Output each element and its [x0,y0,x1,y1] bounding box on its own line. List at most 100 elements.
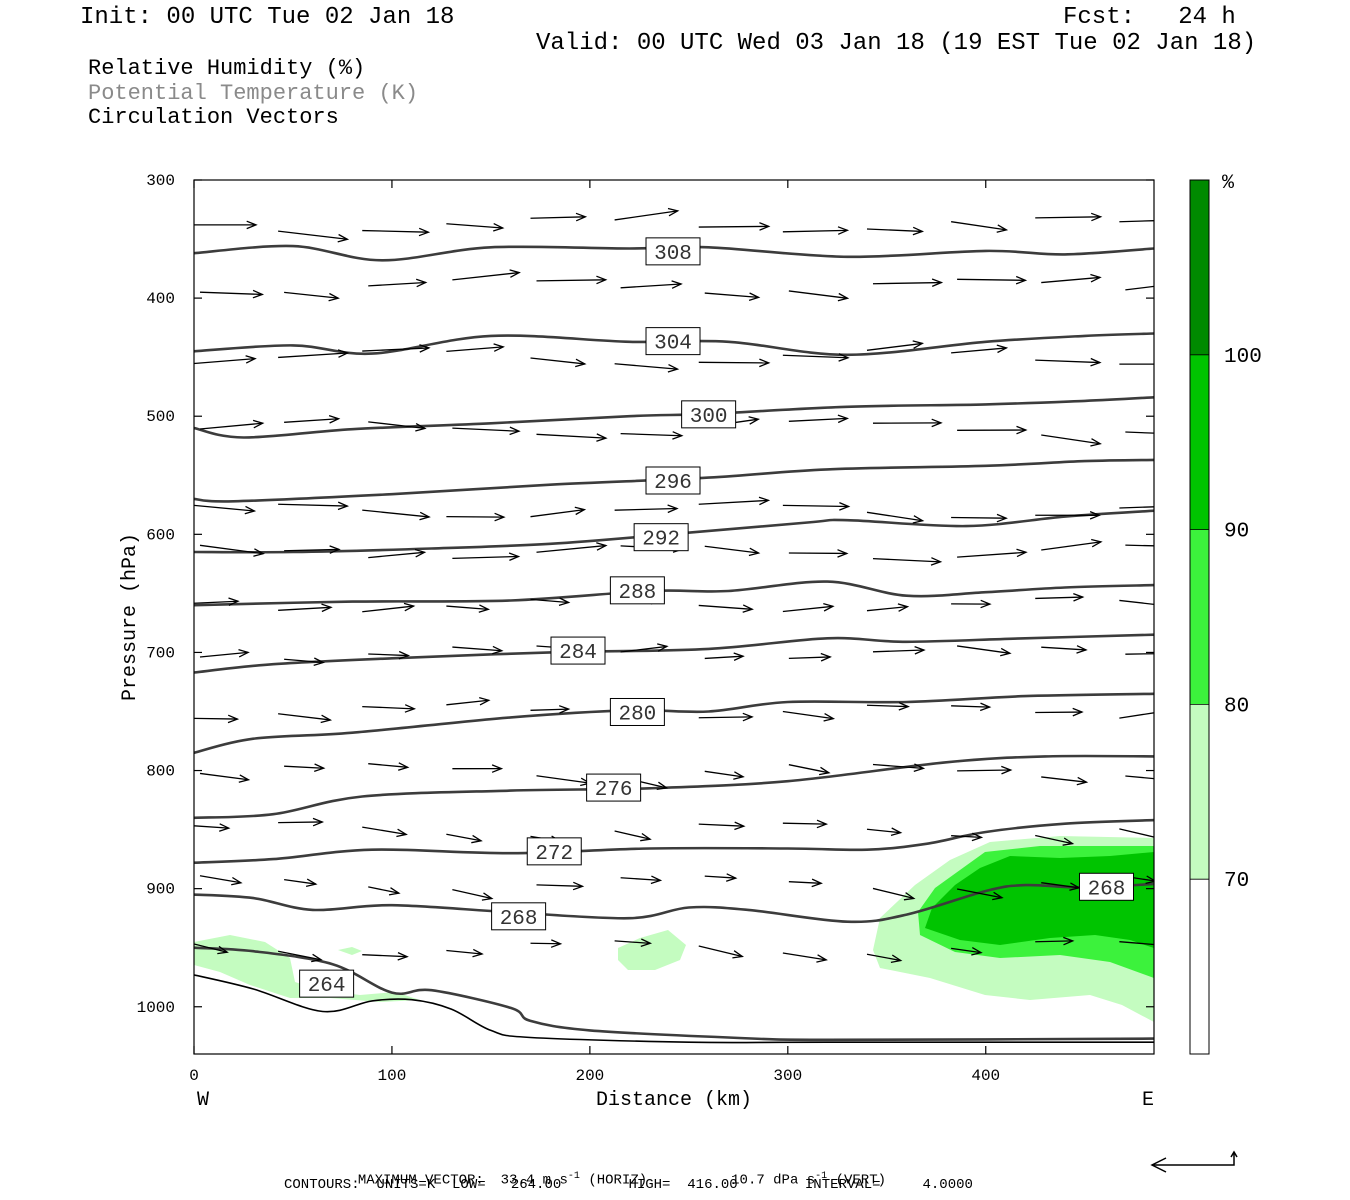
circulation-vector [530,357,587,368]
circulation-vector [368,548,427,559]
circulation-vector [199,648,250,658]
circulation-vector [698,358,771,368]
circulation-vector [951,344,1009,354]
circulation-vector [782,502,851,511]
circulation-vector [278,230,350,243]
horiz-unit-exponent: -1 [567,1171,580,1182]
x-tick-label: 300 [773,1067,802,1085]
circulation-vector [1119,712,1154,719]
circulation-vector [368,886,401,896]
svg-text:304: 304 [654,333,692,356]
circulation-vector [446,948,484,958]
circulation-vector [951,221,1009,233]
west-endpoint-label: W [197,1089,209,1112]
colorbar-tick-label: 100 [1224,346,1262,369]
theta-contour-label: 304 [645,327,701,356]
theta-contour-300 [194,396,1154,439]
circulation-vector [872,278,944,287]
circulation-vector [872,645,926,655]
circulation-vector [1125,775,1154,783]
svg-text:300: 300 [690,406,728,429]
circulation-vector [446,833,483,844]
circulation-vector [872,557,943,566]
circulation-vector [1119,599,1154,605]
circulation-vector [620,875,663,885]
theta-contour-label: 264 [299,969,355,998]
circulation-vector [620,280,683,289]
x-tick-label: 200 [575,1067,604,1085]
circulation-vector [1035,834,1075,846]
max-vector-label: MAXIMUM VECTOR: [357,1172,484,1189]
circulation-vector [866,702,910,711]
circulation-vector [620,643,669,653]
circulation-vector [1119,506,1154,509]
circulation-vector [957,765,1013,775]
circulation-vector [1125,650,1154,657]
circulation-vector [704,292,761,302]
circulation-vector [1035,936,1075,946]
circulation-vector [782,952,828,963]
circulation-vector [536,775,592,787]
circulation-vector [452,889,494,901]
circulation-vector [362,602,416,613]
max-horiz-value: 33.4 [500,1172,535,1189]
theta-contour-268 [194,882,1154,924]
reference-vector-icon [1150,1150,1238,1173]
circulation-vector [452,269,521,281]
theta-contour-272 [194,818,1154,864]
y-axis-title: Pressure (hPa) [119,533,142,701]
circulation-vector [362,704,417,713]
forecast-hour: Fcst: 24 h [1063,4,1236,31]
theta-contour-288 [194,580,1154,607]
colorbar-swatch [1190,180,1209,355]
circulation-vector [698,821,746,831]
circulation-vector [788,652,832,662]
circulation-vector [452,764,504,773]
colorbar-swatch [1190,879,1209,1054]
colorbar-swatch [1190,354,1209,530]
circulation-vector [368,278,428,288]
circulation-vector [199,875,243,886]
horiz-unit: m s [542,1172,568,1189]
theta-contour-276 [194,754,1154,820]
rh-70-patch-small [338,947,362,955]
circulation-vector [956,888,1004,901]
circulation-vector [957,645,1012,657]
circulation-vector [951,599,992,609]
circulation-vector [866,511,925,524]
theta-contour-280 [194,692,1154,755]
east-endpoint-label: E [1142,1089,1154,1112]
y-tick-label: 1000 [137,999,175,1017]
circulation-vector [1041,538,1103,551]
field-label-rh: Relative Humidity (%) [88,56,366,81]
x-tick-label: 100 [378,1067,407,1085]
circulation-vector [951,513,1008,523]
plot-frame [193,179,1155,1055]
circulation-vector [1041,776,1089,786]
contour-labels: 308 304 300 296 292 288 284 280 276 272 268 268 264 [299,237,1134,998]
theta-contour-264 [194,946,1154,1042]
circulation-vector [614,363,680,373]
circulation-vector [788,878,823,888]
circulation-vector [368,762,410,771]
circulation-vector [194,220,258,230]
circulation-vector [452,552,521,561]
circulation-vector [614,207,680,221]
svg-text:264: 264 [308,975,346,998]
circulation-vector [536,433,608,442]
rh-70-region-mid [618,930,686,970]
circulation-vector [530,212,588,222]
circulation-vector [614,938,653,948]
circulation-vector [1035,212,1103,222]
circulation-vector [199,289,265,299]
circulation-vector [446,223,505,232]
svg-text:296: 296 [654,472,692,495]
circulation-vector [452,426,521,436]
circulation-vector [1119,941,1154,946]
circulation-vector [194,714,240,724]
circulation-vector [278,817,325,827]
circulation-vector [782,353,850,362]
field-label-vectors: Circulation Vectors [88,105,339,130]
max-vector-line: MAXIMUM VECTOR: 33.4 m s-1 (HORIZ) 10.7 … [341,1158,886,1188]
circulation-vector [199,772,251,783]
